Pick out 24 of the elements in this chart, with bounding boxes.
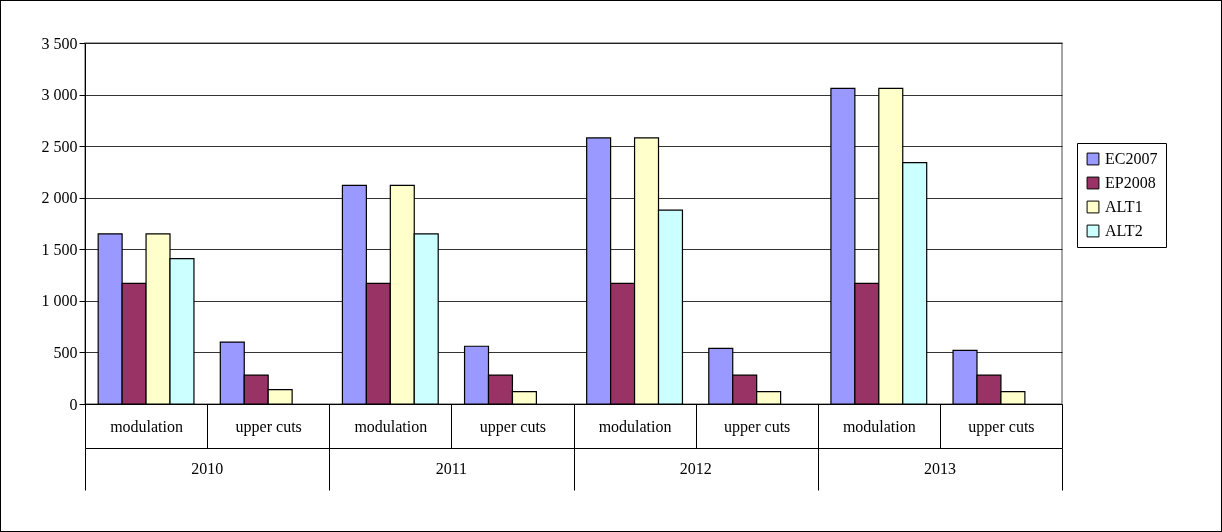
y-tick-label: 1 000 bbox=[41, 292, 78, 310]
y-tick-label: 0 bbox=[69, 395, 78, 413]
text: 2011 bbox=[435, 460, 468, 477]
y-tick-label: 3 500 bbox=[41, 34, 78, 52]
text: 2013 bbox=[923, 460, 956, 477]
x-tick-label: upper cuts bbox=[724, 417, 791, 436]
legend-label: ALT1 bbox=[1105, 198, 1143, 215]
x-tick-label: modulation bbox=[842, 417, 916, 435]
x-tick-label: upper cuts bbox=[235, 417, 302, 436]
legend-label: EC2007 bbox=[1105, 150, 1158, 167]
x-tick-label: modulation bbox=[598, 417, 672, 435]
text: 2012 bbox=[679, 460, 712, 477]
y-tick-label: 2 000 bbox=[41, 189, 78, 207]
x-tick-label: modulation bbox=[110, 417, 184, 435]
legend-label: ALT2 bbox=[1105, 222, 1143, 239]
y-tick-label: 500 bbox=[53, 343, 78, 361]
text: 2010 bbox=[191, 460, 224, 477]
x-tick-label: upper cuts bbox=[968, 417, 1035, 436]
y-tick-label: 3 000 bbox=[41, 86, 78, 104]
x-tick-label: upper cuts bbox=[479, 417, 547, 436]
y-tick-label: 1 500 bbox=[41, 240, 78, 258]
y-tick-label: 2 500 bbox=[41, 137, 78, 155]
legend-label: EP2008 bbox=[1105, 174, 1156, 191]
x-tick-label: modulation bbox=[354, 417, 428, 435]
